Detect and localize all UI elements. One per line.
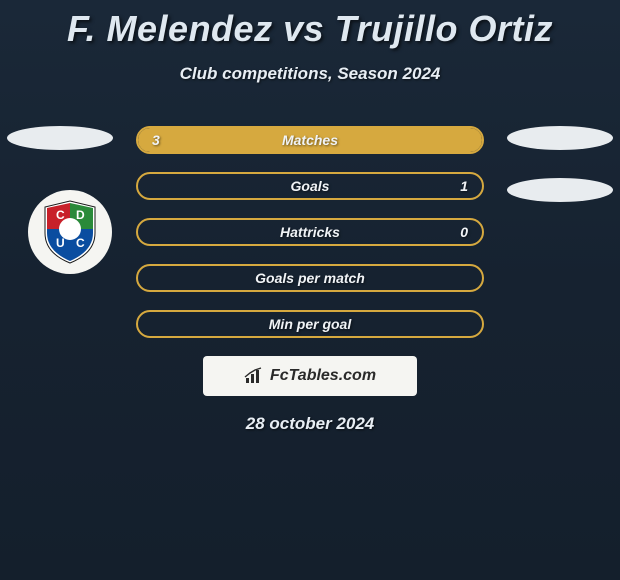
svg-text:C: C [76,236,85,250]
subtitle: Club competitions, Season 2024 [0,64,620,84]
stat-right-value: 0 [448,224,468,240]
page-title: F. Melendez vs Trujillo Ortiz [0,0,620,50]
chart-icon [244,367,264,385]
stat-label: Min per goal [269,316,351,332]
stat-bars: 3 Matches Goals 1 Hattricks 0 Goals per … [136,126,484,338]
stat-row: Goals per match [136,264,484,292]
stat-left-value: 3 [152,132,172,148]
right-player-shape-1 [507,126,613,150]
right-player-shape-2 [507,178,613,202]
svg-text:U: U [56,236,65,250]
svg-text:C: C [56,208,65,222]
left-player-shape-1 [7,126,113,150]
svg-text:D: D [76,208,85,222]
stat-label: Hattricks [280,224,340,240]
stat-row: 3 Matches [136,126,484,154]
comparison-panel: C D U C 3 Matches Goals 1 Hattricks 0 [0,126,620,434]
stat-right-value: 1 [448,178,468,194]
brand-text: FcTables.com [270,367,376,385]
brand-badge: FcTables.com [203,356,417,396]
stat-label: Matches [282,132,338,148]
stat-row: Min per goal [136,310,484,338]
stat-row: Hattricks 0 [136,218,484,246]
stat-label: Goals [291,178,330,194]
date-text: 28 october 2024 [0,414,620,434]
stat-label: Goals per match [255,270,365,286]
crest-icon: C D U C [41,199,99,265]
stat-row: Goals 1 [136,172,484,200]
club-crest: C D U C [28,190,112,274]
